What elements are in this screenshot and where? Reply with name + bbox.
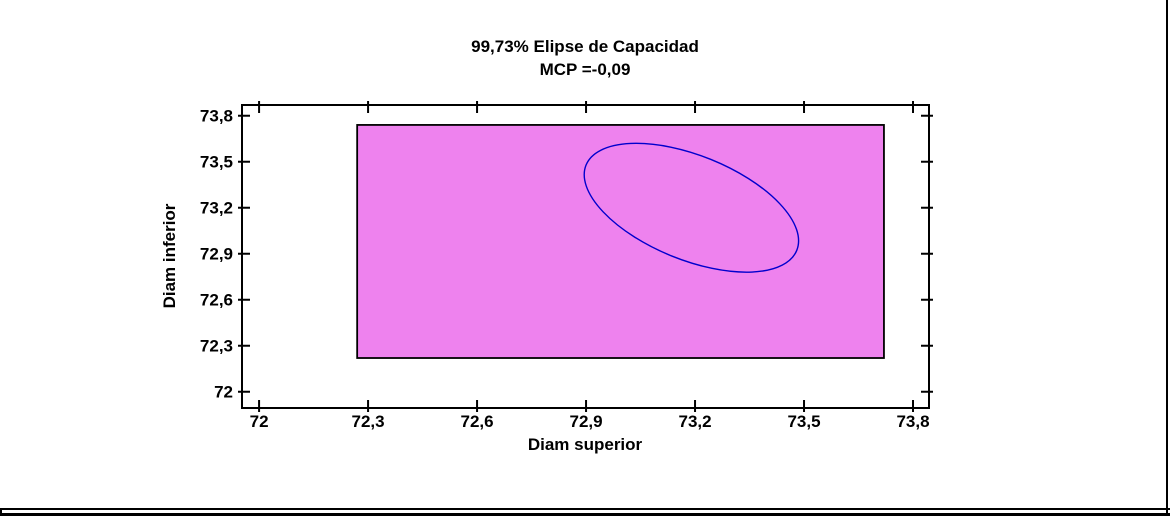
panel-right-border (1166, 0, 1168, 516)
x-tick-label: 72,6 (461, 412, 494, 431)
chart-subtitle: MCP =-0,09 (539, 60, 631, 79)
panel-left-border-stub (0, 508, 2, 516)
x-tick-label: 73,5 (787, 412, 820, 431)
y-axis-title: Diam inferior (160, 203, 179, 309)
y-tick-label: 72 (214, 383, 233, 402)
capability-ellipse (583, 142, 800, 273)
panel-bottom-border (0, 513, 1170, 516)
y-tick-label: 72,3 (200, 337, 233, 356)
x-tick-label: 72 (250, 412, 269, 431)
y-tick-label: 73,2 (200, 199, 233, 218)
chart-title-block: 99,73% Elipse de Capacidad MCP =-0,09 (0, 35, 1170, 81)
x-tick-label: 73,2 (678, 412, 711, 431)
bottom-divider-line (0, 508, 1170, 510)
x-tick-label: 73,8 (896, 412, 929, 431)
plot-canvas: 72 72,3 72,6 72,9 73,2 73,5 73,8 72 72,3 72,6 72,9… (200, 101, 933, 431)
y-tick-label: 73,5 (200, 153, 233, 172)
spec-region-rect (356, 124, 885, 359)
y-tick-label: 72,6 (200, 291, 233, 310)
y-tick-label: 72,9 (200, 245, 233, 264)
y-tick-label: 73,8 (200, 107, 233, 126)
chart-title: 99,73% Elipse de Capacidad (471, 37, 699, 56)
x-axis-title: Diam superior (527, 435, 643, 454)
x-tick-label: 72,3 (352, 412, 385, 431)
x-tick-label: 72,9 (569, 412, 602, 431)
